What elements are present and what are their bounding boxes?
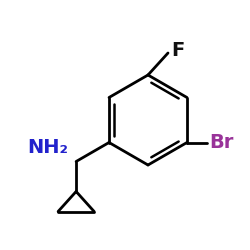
Text: NH₂: NH₂	[27, 138, 68, 157]
Text: Br: Br	[209, 133, 233, 152]
Text: F: F	[171, 42, 184, 60]
